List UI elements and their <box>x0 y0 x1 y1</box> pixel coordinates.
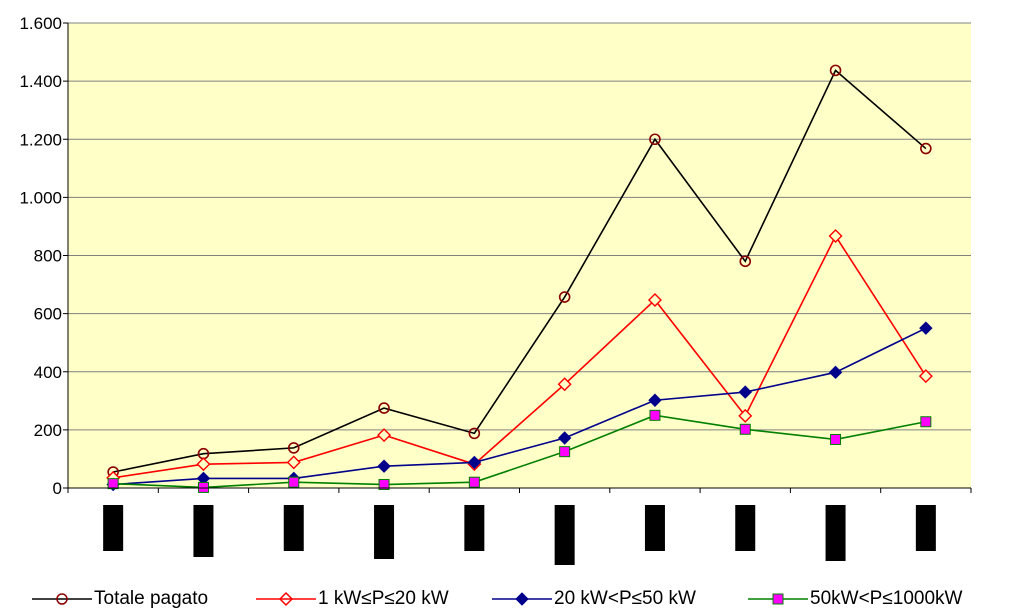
y-tick-label: 1.200 <box>19 130 62 149</box>
x-category-label <box>103 505 124 551</box>
line-chart: 0 200 400 600 800 1.000 1.200 1.400 1.600 <box>19 14 972 565</box>
data-point <box>288 476 300 488</box>
legend-label-1-20kw: 1 kW≤P≤20 kW <box>318 588 449 609</box>
data-point <box>196 457 211 472</box>
data-point <box>287 442 300 454</box>
data-point <box>377 428 392 443</box>
y-tick-label: 600 <box>34 305 62 324</box>
legend-item-1-20kw: 1 kW≤P≤20 kW <box>256 588 449 610</box>
x-category-label <box>915 505 936 551</box>
legend-swatch-1-20kw <box>256 588 316 610</box>
data-point <box>828 365 843 380</box>
data-point <box>468 427 481 440</box>
series-group <box>106 64 933 493</box>
legend-swatch-20-50kw <box>492 588 552 610</box>
data-point <box>467 455 482 470</box>
y-tick-label: 1.600 <box>19 14 62 33</box>
chart-legend: Totale pagato 1 kW≤P≤20 kW 20 kW<P≤50 kW… <box>0 588 1010 615</box>
data-point <box>830 433 842 445</box>
x-axis-category-labels <box>103 505 936 565</box>
data-point <box>920 416 932 428</box>
data-point <box>739 423 751 435</box>
x-category-label <box>644 505 665 551</box>
x-category-label <box>283 505 304 551</box>
x-category-label <box>554 505 575 565</box>
data-point <box>920 142 932 155</box>
data-point <box>739 255 752 268</box>
y-tick-label: 200 <box>34 421 62 440</box>
legend-item-totale: Totale pagato <box>32 588 208 610</box>
data-point <box>557 431 572 445</box>
data-point <box>468 476 480 488</box>
x-axis-ticks <box>67 488 972 493</box>
data-point <box>558 291 571 303</box>
gridlines <box>68 22 971 431</box>
legend-swatch-50-1000kw <box>748 588 808 610</box>
legend-label-totale: Totale pagato <box>94 588 209 609</box>
y-tick-label: 0 <box>53 479 62 498</box>
data-point <box>649 133 661 146</box>
y-axis-ticks: 0 200 400 600 800 1.000 1.200 1.400 1.600 <box>19 14 68 498</box>
y-tick-label: 1.000 <box>19 188 62 207</box>
series-line <box>112 69 927 473</box>
series-line <box>113 414 927 489</box>
data-point <box>829 64 842 77</box>
data-point <box>648 393 662 407</box>
data-point <box>107 478 119 490</box>
data-point <box>738 408 753 423</box>
y-tick-label: 800 <box>34 247 62 266</box>
data-point <box>378 402 390 414</box>
legend-item-50-1000kw: 50kW<P≤1000kW <box>748 588 962 610</box>
data-point <box>738 385 752 399</box>
data-point <box>197 481 209 493</box>
legend-label-50-1000kw: 50kW<P≤1000kW <box>810 588 963 609</box>
series-line <box>113 234 927 479</box>
data-point <box>647 292 662 307</box>
y-tick-label: 400 <box>34 363 62 382</box>
data-point <box>286 455 301 470</box>
x-category-label <box>464 505 485 551</box>
data-point <box>557 377 572 392</box>
data-point <box>377 459 391 473</box>
series-1 <box>106 229 933 485</box>
series-0 <box>107 64 932 478</box>
series-3 <box>107 409 932 493</box>
data-point <box>828 229 843 244</box>
legend-label-20-50kw: 20 kW<P≤50 kW <box>554 588 696 609</box>
data-point <box>919 321 933 335</box>
y-tick-label: 1.400 <box>19 72 62 91</box>
data-point <box>559 446 571 458</box>
x-category-label <box>735 505 756 551</box>
x-category-label <box>193 505 214 557</box>
legend-swatch-totale <box>32 588 92 610</box>
x-category-label <box>825 505 846 561</box>
series-line <box>113 327 927 486</box>
data-point <box>378 479 390 491</box>
data-point <box>918 369 933 384</box>
x-category-label <box>374 505 395 559</box>
legend-item-20-50kw: 20 kW<P≤50 kW <box>492 588 696 610</box>
data-point <box>649 409 661 421</box>
